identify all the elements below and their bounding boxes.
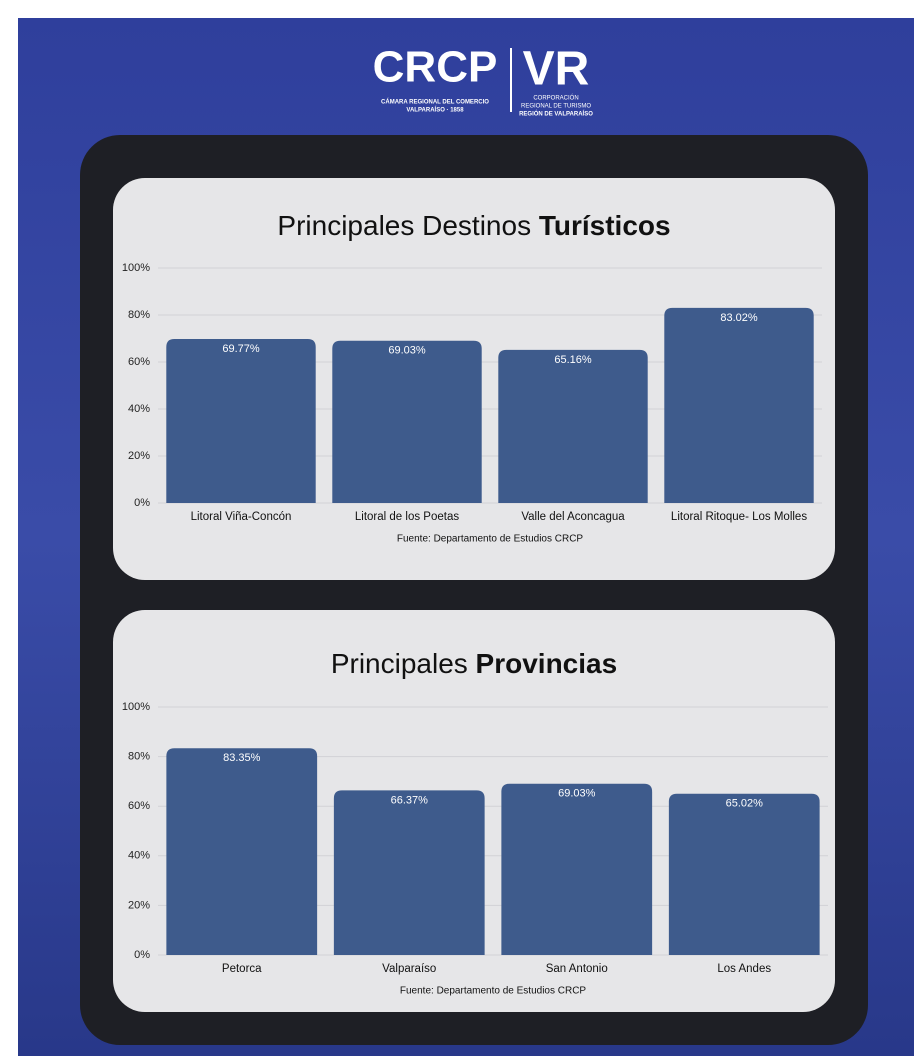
x-tick-label: Litoral Viña-Concón (191, 511, 292, 523)
logo-caption: REGIONAL DE TURISMO (521, 104, 591, 110)
x-tick-label: Litoral Ritoque- Los Molles (671, 511, 807, 523)
bar (333, 790, 485, 955)
logo-crcp: CRCP (373, 43, 498, 92)
y-tick-label: 80% (128, 309, 150, 321)
y-tick-label: 100% (122, 262, 150, 274)
value-label: 69.77% (222, 343, 260, 355)
bar (166, 339, 316, 503)
bar (166, 748, 318, 955)
value-label: 83.02% (720, 312, 758, 324)
chart-title: Principales Provincias (331, 648, 617, 679)
x-tick-label: San Antonio (546, 963, 608, 975)
bar (332, 340, 482, 503)
x-tick-label: Valparaíso (382, 963, 436, 975)
value-label: 66.37% (391, 794, 429, 806)
bar (668, 793, 820, 955)
x-tick-label: Litoral de los Poetas (355, 511, 459, 523)
logo-caption: CÁMARA REGIONAL DEL COMERCIO (381, 99, 489, 106)
source-note: Fuente: Departamento de Estudios CRCP (397, 534, 584, 545)
y-tick-label: 0% (134, 497, 150, 509)
logo-caption: VALPARAÍSO · 1858 (406, 106, 464, 114)
y-tick-label: 40% (128, 850, 150, 862)
value-label: 83.35% (223, 752, 261, 764)
logo-vr: VR (523, 43, 590, 96)
x-tick-label: Petorca (222, 963, 262, 975)
bar (501, 783, 653, 955)
y-tick-label: 60% (128, 356, 150, 368)
y-tick-label: 40% (128, 403, 150, 415)
y-tick-label: 60% (128, 800, 150, 812)
x-tick-label: Valle del Aconcagua (521, 511, 625, 523)
y-tick-label: 20% (128, 450, 150, 462)
value-label: 69.03% (388, 345, 426, 357)
x-tick-label: Los Andes (717, 963, 771, 975)
chart-title: Principales Destinos Turísticos (277, 210, 670, 241)
value-label: 65.02% (726, 798, 764, 810)
value-label: 65.16% (554, 354, 592, 366)
value-label: 69.03% (558, 788, 596, 800)
logo-caption: CORPORACIÓN (533, 95, 578, 102)
source-note: Fuente: Departamento de Estudios CRCP (400, 986, 587, 997)
bar (498, 349, 648, 503)
y-tick-label: 20% (128, 899, 150, 911)
bar (664, 307, 814, 503)
logo-caption: REGIÓN DE VALPARAÍSO (519, 110, 593, 118)
y-tick-label: 80% (128, 751, 150, 763)
y-tick-label: 100% (122, 701, 150, 713)
y-tick-label: 0% (134, 949, 150, 961)
